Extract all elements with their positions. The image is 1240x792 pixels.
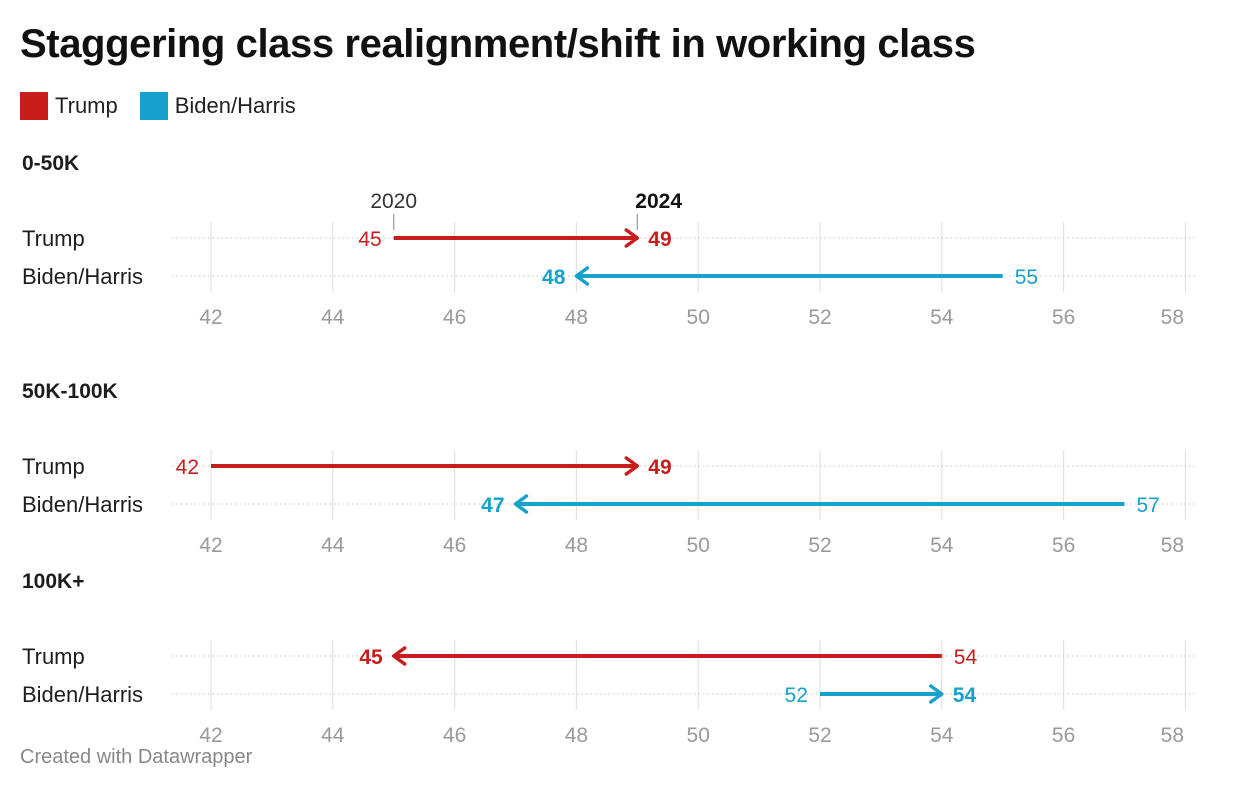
legend-label-biden-harris: Biden/Harris <box>174 93 296 118</box>
x-tick-label: 44 <box>321 724 345 747</box>
x-tick-label: 56 <box>1052 306 1075 329</box>
arrow-head <box>574 266 590 286</box>
x-tick-label: 52 <box>808 534 831 557</box>
arrow-head <box>624 228 640 248</box>
legend-swatch-trump <box>20 92 48 120</box>
arrow-head <box>391 646 407 666</box>
x-tick-label: 44 <box>321 306 345 329</box>
x-tick-label: 48 <box>565 534 588 557</box>
arrow-head <box>624 456 640 476</box>
x-tick-label: 54 <box>930 306 954 329</box>
row-label: Trump <box>22 454 85 479</box>
value-label-from: 52 <box>785 684 808 707</box>
x-tick-label: 56 <box>1052 534 1075 557</box>
arrow-head <box>513 494 529 514</box>
panel-title: 50K-100K <box>22 380 118 403</box>
x-tick-label: 54 <box>930 534 954 557</box>
panel-title: 0-50K <box>22 152 79 175</box>
arrow-head <box>929 684 944 704</box>
footer-credit: Created with Datawrapper <box>20 746 253 768</box>
row-label: Biden/Harris <box>22 264 143 289</box>
x-tick-label: 48 <box>565 724 588 747</box>
x-tick-label: 50 <box>687 306 710 329</box>
value-label-to: 54 <box>953 684 977 707</box>
value-label-to: 49 <box>648 456 671 479</box>
x-tick-label: 52 <box>808 306 831 329</box>
year-label-to: 2024 <box>635 190 682 213</box>
x-tick-label: 56 <box>1052 724 1075 747</box>
value-label-from: 45 <box>358 228 381 251</box>
value-label-from: 55 <box>1015 266 1038 289</box>
x-tick-label: 48 <box>565 306 588 329</box>
legend-item-trump: Trump <box>20 92 118 120</box>
x-tick-label: 46 <box>443 724 466 747</box>
x-tick-label: 44 <box>321 534 345 557</box>
value-label-from: 42 <box>176 456 199 479</box>
row-label: Trump <box>22 644 85 669</box>
x-tick-label: 58 <box>1161 534 1184 557</box>
x-tick-label: 42 <box>199 306 222 329</box>
x-tick-label: 42 <box>199 724 222 747</box>
x-tick-label: 46 <box>443 306 466 329</box>
value-label-to: 49 <box>648 228 671 251</box>
x-tick-label: 50 <box>687 534 710 557</box>
legend-item-biden-harris: Biden/Harris <box>139 92 296 120</box>
x-tick-label: 58 <box>1161 724 1184 747</box>
value-label-from: 54 <box>954 646 978 669</box>
x-tick-label: 42 <box>199 534 222 557</box>
row-label: Trump <box>22 226 85 251</box>
panel-title: 100K+ <box>22 570 84 593</box>
row-label: Biden/Harris <box>22 682 143 707</box>
legend: Trump Biden/Harris <box>20 92 318 120</box>
value-label-to: 47 <box>481 494 504 517</box>
x-tick-label: 50 <box>687 724 710 747</box>
value-label-to: 45 <box>359 646 383 669</box>
value-label-to: 48 <box>542 266 566 289</box>
legend-swatch-biden-harris <box>139 92 168 120</box>
legend-label-trump: Trump <box>55 93 118 118</box>
x-tick-label: 54 <box>930 724 954 747</box>
x-tick-label: 52 <box>808 724 831 747</box>
chart-title: Staggering class realignment/shift in wo… <box>20 22 976 66</box>
row-label: Biden/Harris <box>22 492 143 517</box>
year-label-from: 2020 <box>370 190 417 213</box>
x-tick-label: 46 <box>443 534 466 557</box>
x-tick-label: 58 <box>1161 306 1184 329</box>
value-label-from: 57 <box>1137 494 1160 517</box>
